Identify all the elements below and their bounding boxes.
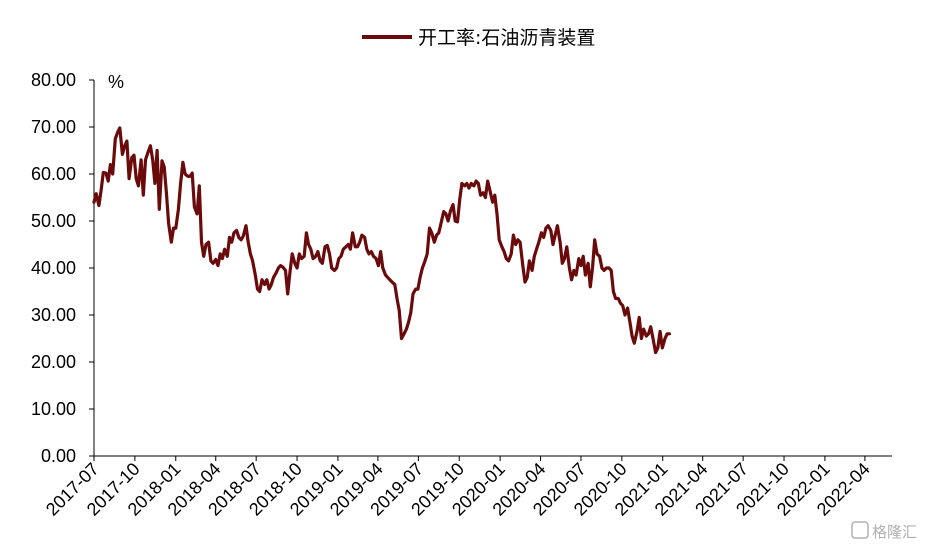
y-tick-label: 60.00 bbox=[31, 164, 76, 184]
y-tick-label: 20.00 bbox=[31, 352, 76, 372]
y-tick-label: 50.00 bbox=[31, 211, 76, 231]
y-tick-label: 70.00 bbox=[31, 117, 76, 137]
watermark-logo-icon bbox=[851, 521, 869, 539]
x-axis: 2017-072017-102018-012018-042018-072018-… bbox=[42, 456, 874, 520]
y-axis-unit: % bbox=[108, 72, 124, 92]
legend: 开工率:石油沥青装置 bbox=[362, 27, 595, 49]
watermark-text: 格隆汇 bbox=[872, 523, 917, 541]
watermark: 格隆汇 bbox=[851, 521, 917, 541]
y-axis: 0.00 10.00 20.00 30.00 40.00 50.00 60.00 70.00 8… bbox=[31, 70, 94, 466]
y-tick-label: 40.00 bbox=[31, 258, 76, 278]
legend-label: 开工率:石油沥青装置 bbox=[418, 27, 595, 49]
y-tick-label: 0.00 bbox=[41, 446, 76, 466]
series-line-asphalt-operating-rate bbox=[92, 126, 671, 355]
y-tick-label: 10.00 bbox=[31, 399, 76, 419]
y-tick-label: 80.00 bbox=[31, 70, 76, 90]
y-tick-label: 30.00 bbox=[31, 305, 76, 325]
